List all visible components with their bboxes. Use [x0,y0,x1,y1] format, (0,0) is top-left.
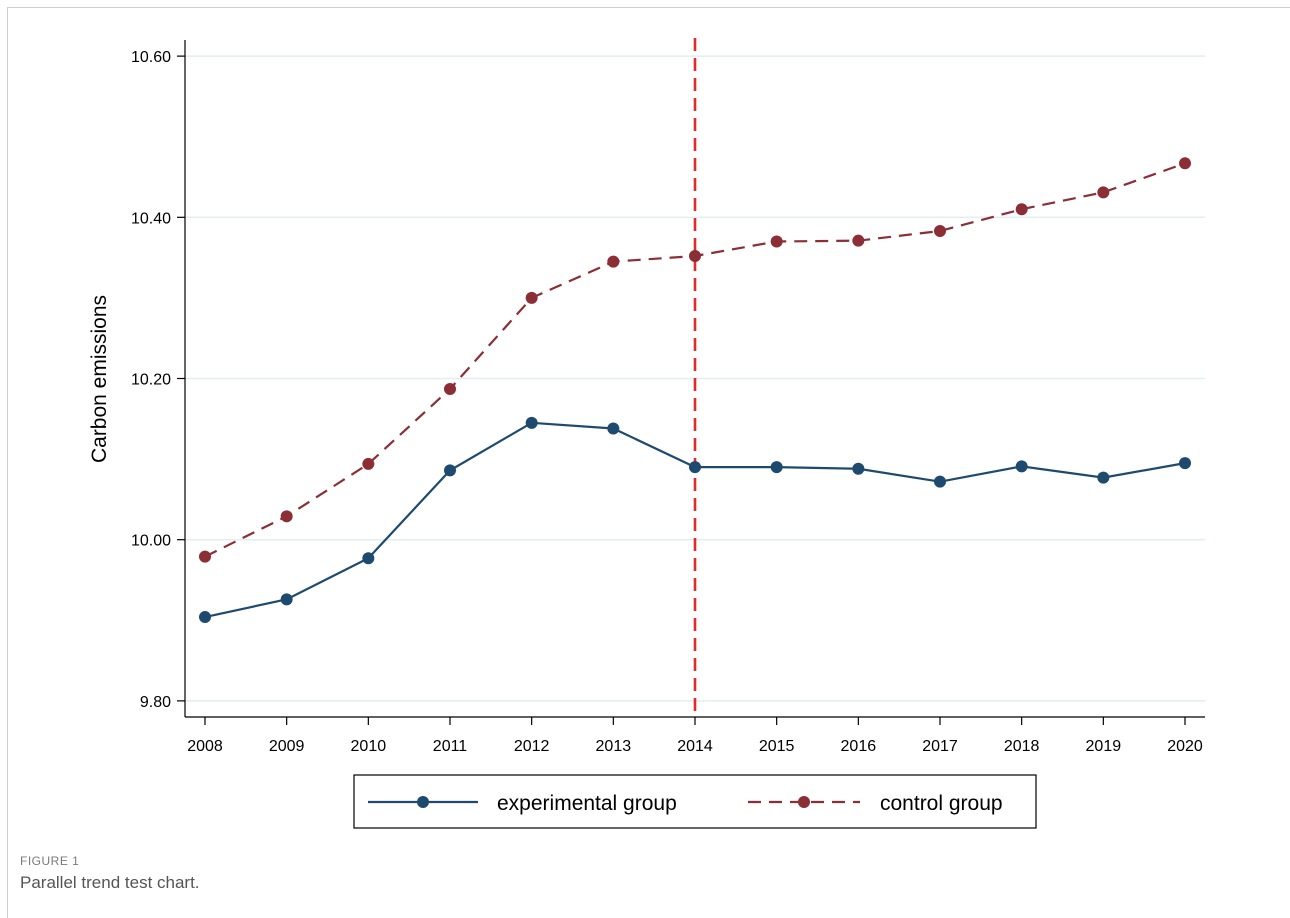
data-point-control [280,510,293,523]
data-point-experimental [852,462,865,475]
data-point-control [689,249,701,262]
data-point-experimental [689,461,701,474]
x-tick-label: 2010 [351,738,387,755]
data-point-control [770,235,783,248]
x-tick-label: 2016 [841,738,877,755]
x-tick-label: 2017 [922,738,958,755]
y-tick-label: 10.40 [131,210,171,227]
data-point-control [444,382,456,395]
legend-label-control: control group [880,792,1003,815]
data-point-experimental [1179,457,1191,470]
x-tick-label: 2009 [269,738,305,755]
data-point-control [1097,186,1110,199]
figure-frame [7,7,1290,918]
data-point-experimental [280,593,293,606]
axes: 9.80 10.00 10.20 10.40 10.60 2008 2009 2010 2011… [131,40,1205,755]
x-tick-label: 2015 [759,738,795,755]
data-point-experimental [1097,471,1110,484]
data-point-experimental [934,475,946,488]
x-tick-label: 2011 [433,738,468,755]
y-tick-label: 9.80 [140,694,171,711]
y-tick-label: 10.60 [131,49,171,66]
data-point-experimental [1015,460,1028,473]
x-tick-label: 2020 [1167,738,1203,755]
x-tick-label: 2019 [1086,738,1122,755]
legend: experimental group control group [353,774,1037,829]
data-point-control [199,550,211,563]
legend-marker-control [798,796,810,808]
x-tick-label: 2018 [1004,738,1040,755]
data-point-experimental [525,416,538,429]
data-point-control [1015,203,1028,216]
x-tick-label: 2012 [514,738,550,755]
legend-marker-experimental [417,796,429,808]
y-tick-label: 10.20 [131,372,171,389]
data-point-experimental [199,611,211,624]
figure-label: FIGURE 1 [20,854,80,868]
figure-caption: Parallel trend test chart. [20,873,200,892]
data-point-control [934,225,946,238]
data-point-experimental [770,461,783,474]
data-point-experimental [444,464,456,477]
data-point-control [362,457,375,470]
x-tick-label: 2014 [677,738,713,755]
data-point-experimental [362,552,375,565]
x-tick-label: 2008 [187,738,223,755]
data-point-control [852,234,865,247]
data-point-control [607,255,620,268]
line-chart: 9.80 10.00 10.20 10.40 10.60 2008 2009 2010 2011… [88,38,1205,829]
y-axis-label: Carbon emissions [88,295,111,463]
x-tick-label: 2013 [596,738,632,755]
legend-label-experimental: experimental group [497,792,677,815]
y-tick-label: 10.00 [131,533,171,550]
data-point-control [525,291,538,304]
data-point-control [1179,157,1191,170]
series [199,157,1191,624]
data-point-experimental [607,422,620,435]
